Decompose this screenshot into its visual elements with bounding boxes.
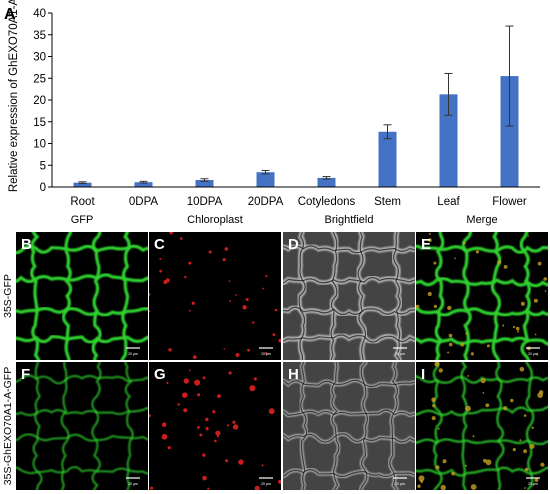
x-tick-label: Stem xyxy=(374,196,401,208)
panel-letter-f: F xyxy=(21,366,30,383)
panel-letter-g: G xyxy=(154,366,166,383)
scale-bar: 20 μm xyxy=(126,477,140,486)
y-tick-label: 35 xyxy=(33,30,46,42)
error-bar-0dpa xyxy=(139,180,148,184)
bar-leaf xyxy=(439,94,458,187)
x-tick-label: 0DPA xyxy=(129,196,159,208)
row-label: 35S-GFP xyxy=(2,274,14,318)
x-tick-label: 10DPA xyxy=(187,196,223,208)
row-labels: 35S-GFP 35S-GhEXO70A1-A-GFP xyxy=(2,274,14,485)
y-tick-label: 20 xyxy=(33,95,46,107)
panel-letter-h: H xyxy=(288,366,299,383)
bar-10dpa xyxy=(195,180,214,187)
column-header: Chloroplast xyxy=(187,214,243,226)
y-tick-label: 0 xyxy=(40,182,46,194)
error-bar-20dpa xyxy=(261,169,270,175)
column-headers: GFP Chloroplast Brightfield Merge xyxy=(71,214,498,226)
bar-chart: A Relative expression of GhEXO70A1-A 0 5 1… xyxy=(4,0,540,208)
x-tick-label: Flower xyxy=(492,196,527,208)
error-bars xyxy=(78,25,514,185)
row-label: 35S-GhEXO70A1-A-GFP xyxy=(2,367,14,485)
y-tick-label: 30 xyxy=(33,52,46,64)
panel-letter-b: B xyxy=(21,236,32,253)
x-tick-label: Root xyxy=(70,196,95,208)
micrograph-panel-h-bright: H 20 μm xyxy=(283,362,415,490)
micrograph-panel-g-chloro: G 20 μm xyxy=(149,362,281,490)
y-tick-label: 40 xyxy=(33,8,46,20)
panel-letter-d: D xyxy=(288,236,299,253)
micrograph-panel-e-merge: E 20 μm xyxy=(416,232,548,360)
scale-bar: 20 μm xyxy=(126,347,140,356)
x-tick-label: Cotyledons xyxy=(298,196,356,208)
scale-bar-label: 20 μm xyxy=(395,482,405,486)
scale-bar-label: 20 μm xyxy=(128,482,138,486)
panel-letter-e: E xyxy=(421,236,431,253)
scale-bar: 20 μm xyxy=(259,347,273,356)
y-tick-label: 5 xyxy=(40,160,46,172)
micrograph-panel-c-chloro: C 20 μm xyxy=(149,232,281,360)
y-axis-ticks: 0 5 10 15 20 25 30 35 40 xyxy=(33,8,52,194)
bar-0dpa xyxy=(134,182,153,187)
x-tick-label: 20DPA xyxy=(248,196,284,208)
x-tick-label: Leaf xyxy=(437,196,460,208)
scale-bar-label: 20 μm xyxy=(528,482,538,486)
scale-bar-label: 20 μm xyxy=(128,352,138,356)
bar-20dpa xyxy=(256,172,275,187)
micrograph-grid: GFP Chloroplast Brightfield Merge 35S-GFP35… xyxy=(2,214,548,490)
error-bar-flower xyxy=(505,25,514,127)
scale-bar: 20 μm xyxy=(526,347,540,356)
scale-bar-label: 20 μm xyxy=(261,482,271,486)
micrograph-panel-i-merge: I 20 μm xyxy=(416,362,548,490)
column-header: GFP xyxy=(71,214,94,226)
micrograph-panel-d-bright: D 20 μm xyxy=(283,232,415,360)
scale-bar: 20 μm xyxy=(393,477,407,486)
error-bar-10dpa xyxy=(200,178,209,182)
micrograph-panel-f-gfp: F 20 μm xyxy=(16,362,148,490)
bar-stem xyxy=(378,131,397,187)
scale-bar: 20 μm xyxy=(526,477,540,486)
panel-letter-i: I xyxy=(421,366,425,383)
column-header: Brightfield xyxy=(325,214,374,226)
error-bar-leaf xyxy=(444,72,453,116)
error-bar-stem xyxy=(383,124,392,140)
micrograph-panel-b-gfp: B 20 μm xyxy=(16,232,148,360)
panel-letter-c: C xyxy=(154,236,165,253)
bar-root xyxy=(73,182,92,187)
panel-letter-a: A xyxy=(4,6,16,23)
x-axis-labels: Root 0DPA 10DPA 20DPA Cotyledons Stem Leaf Flow… xyxy=(70,196,527,208)
scale-bar-label: 20 μm xyxy=(395,352,405,356)
scale-bar-label: 20 μm xyxy=(261,352,271,356)
error-bar-root xyxy=(78,181,87,185)
y-tick-label: 10 xyxy=(33,139,46,151)
error-bar-cotyledons xyxy=(322,176,331,180)
column-header: Merge xyxy=(466,214,497,226)
bars xyxy=(73,76,519,187)
scale-bar: 20 μm xyxy=(393,347,407,356)
bar-cotyledons xyxy=(317,177,336,187)
y-tick-label: 15 xyxy=(33,117,46,129)
y-axis-label: Relative expression of GhEXO70A1-A xyxy=(8,0,20,192)
scale-bar: 20 μm xyxy=(259,477,273,486)
scale-bar-label: 20 μm xyxy=(528,352,538,356)
micrograph-panels: B 20 μm C 20 μm D 20 μm E 20 μm F 20 μm G 20 μm H 20 … xyxy=(16,232,548,490)
bar-flower xyxy=(500,76,519,187)
y-tick-label: 25 xyxy=(33,73,46,85)
